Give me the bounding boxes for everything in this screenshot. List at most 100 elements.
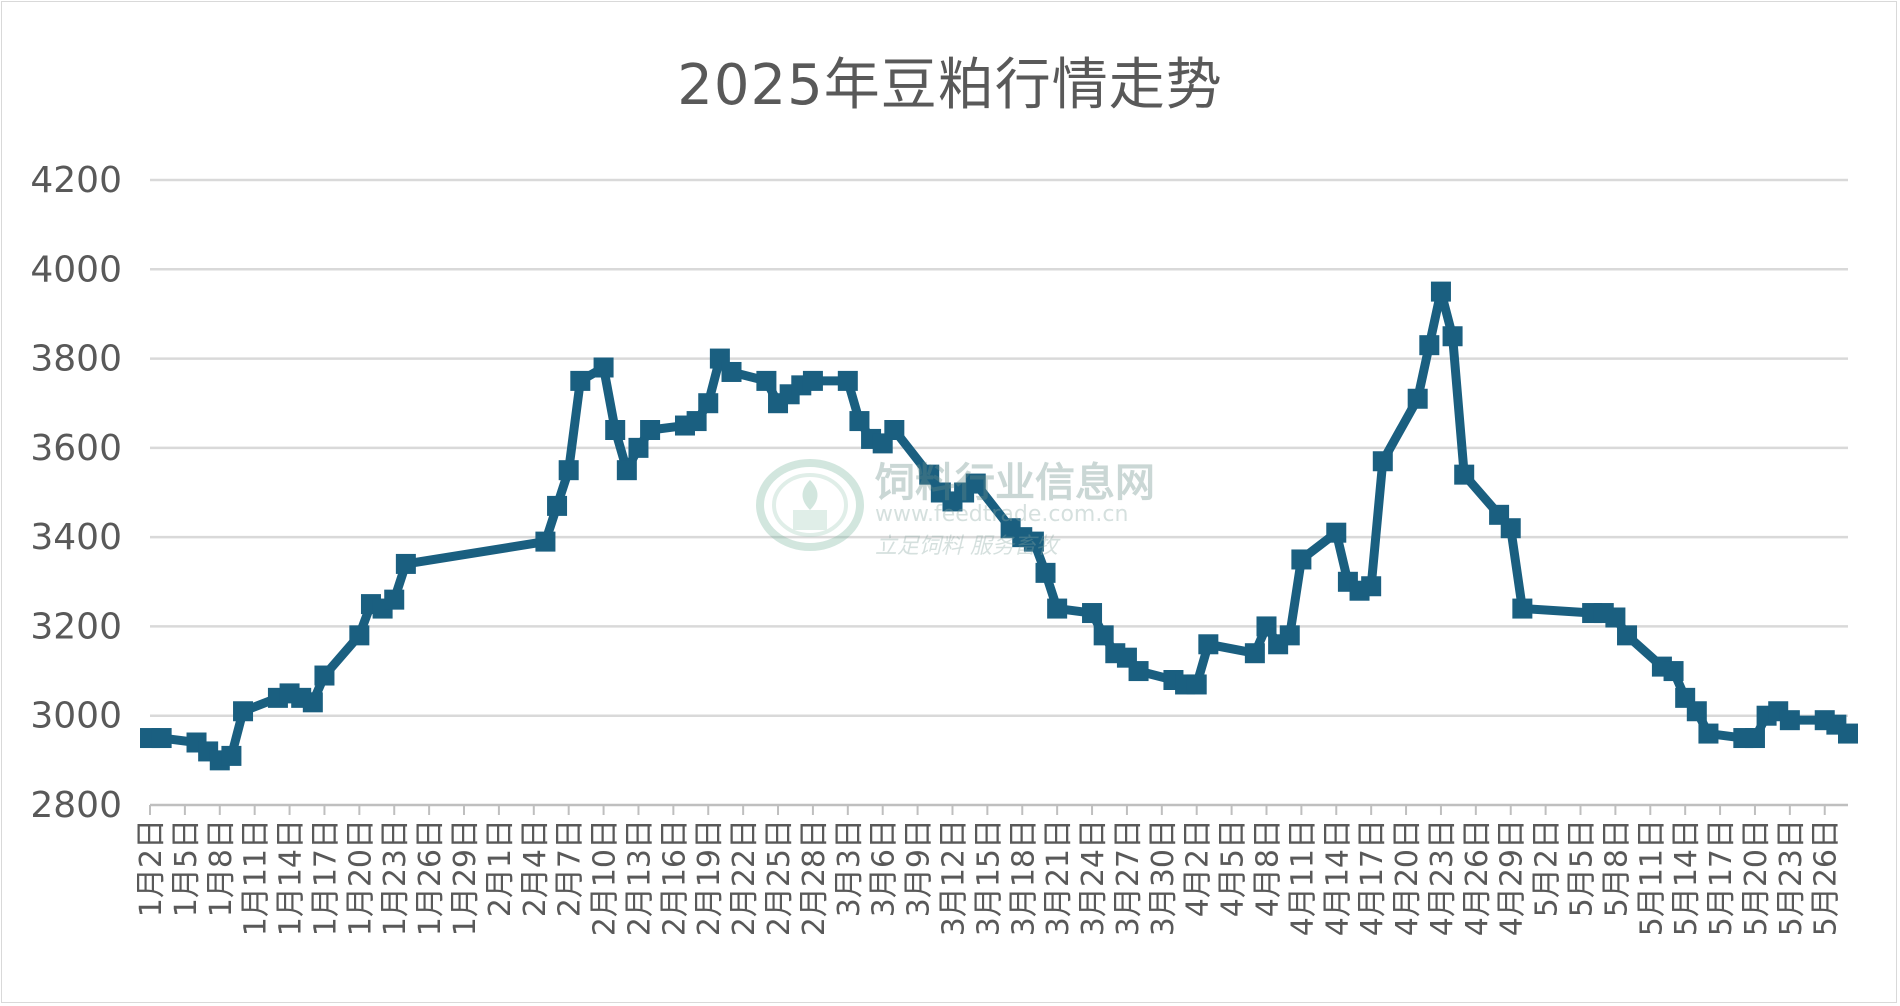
- data-point: [1291, 549, 1312, 570]
- data-point: [628, 437, 649, 458]
- x-tick-label: 1月5日: [169, 819, 204, 917]
- x-tick-label: 2月7日: [553, 819, 588, 917]
- data-point: [1744, 728, 1765, 749]
- data-point: [1686, 701, 1707, 722]
- data-point: [1082, 603, 1103, 624]
- watermark-logo-icon: [756, 459, 864, 551]
- data-point: [1372, 451, 1393, 472]
- x-tick-label: 2月1日: [483, 819, 518, 917]
- x-tick-label: 4月17日: [1355, 819, 1390, 936]
- data-point: [1326, 522, 1347, 543]
- y-tick-label: 4000: [30, 249, 122, 290]
- data-point: [616, 460, 637, 481]
- watermark-slogan: 立足饲料 服务畜牧: [875, 534, 1058, 559]
- gridlines: [150, 178, 1848, 807]
- x-tick-label: 4月26日: [1460, 819, 1495, 936]
- x-tick-label: 1月29日: [448, 819, 483, 936]
- x-tick-label: 1月2日: [134, 819, 169, 917]
- x-tick-label: 2月16日: [657, 819, 692, 936]
- x-tick-label: 4月23日: [1425, 819, 1460, 936]
- x-tick-label: 3月12日: [936, 819, 971, 936]
- x-tick-label: 1月14日: [274, 819, 309, 936]
- x-tick-label: 5月23日: [1774, 819, 1809, 936]
- y-tick-label: 3800: [30, 339, 122, 380]
- data-point: [1093, 625, 1114, 646]
- data-point: [547, 495, 568, 516]
- x-tick-label: 2月10日: [588, 819, 623, 936]
- data-point: [1198, 634, 1219, 655]
- data-point: [1407, 388, 1428, 409]
- data-point: [1361, 576, 1382, 597]
- data-point: [605, 420, 626, 440]
- data-point: [221, 745, 242, 766]
- y-tick-label: 4200: [30, 160, 122, 201]
- data-point: [593, 357, 614, 378]
- data-point: [1128, 661, 1149, 682]
- data-point: [884, 420, 905, 440]
- x-tick-label: 3月27日: [1111, 819, 1146, 936]
- x-tick-label: 3月9日: [902, 819, 937, 917]
- x-tick-label: 4月11日: [1285, 819, 1320, 936]
- data-point: [535, 531, 556, 552]
- x-tick-label: 4月20日: [1390, 819, 1425, 936]
- data-point: [151, 728, 172, 749]
- data-point: [1256, 616, 1277, 637]
- data-point: [1698, 723, 1719, 744]
- x-tick-label: 5月26日: [1809, 819, 1844, 936]
- x-tick-label: 5月2日: [1530, 819, 1565, 917]
- x-tick-label: 4月8日: [1250, 819, 1285, 917]
- data-point: [1442, 326, 1463, 347]
- data-point: [965, 473, 986, 494]
- x-tick-label: 2月13日: [622, 819, 657, 936]
- x-tick-label: 4月5日: [1216, 819, 1251, 917]
- x-tick-label: 2月19日: [692, 819, 727, 936]
- y-tick-label: 3000: [30, 696, 122, 737]
- data-point: [558, 460, 579, 481]
- data-point: [1047, 598, 1068, 619]
- data-point: [349, 625, 370, 646]
- x-tick-label: 5月11日: [1634, 819, 1669, 936]
- x-tick-label: 2月22日: [727, 819, 762, 936]
- watermark: 饲料行业信息网 www.feedtrade.com.cn 立足饲料 服务畜牧: [755, 450, 1155, 560]
- x-tick-label: 5月20日: [1739, 819, 1774, 936]
- data-point: [1035, 562, 1056, 583]
- data-point: [1838, 723, 1858, 744]
- data-point: [1430, 281, 1451, 302]
- data-point: [1186, 674, 1207, 695]
- x-tick-label: 2月28日: [797, 819, 832, 936]
- x-tick-label: 1月17日: [308, 819, 343, 936]
- chart-title: 2025年豆粕行情走势: [677, 53, 1223, 118]
- data-point: [302, 692, 323, 713]
- x-tick-label: 3月30日: [1146, 819, 1181, 936]
- x-tick-label: 5月5日: [1565, 819, 1600, 917]
- y-axis: 2800 3000 3200 3400 3600 3800 4000 4200: [30, 160, 122, 826]
- data-point: [1279, 625, 1300, 646]
- data-point: [849, 411, 870, 432]
- x-tick-label: 2月4日: [518, 819, 553, 917]
- data-point: [395, 553, 416, 574]
- data-point: [233, 701, 254, 722]
- x-tick-label: 3月24日: [1076, 819, 1111, 936]
- data-point: [721, 361, 742, 382]
- watermark-name: 饲料行业信息网: [875, 460, 1155, 506]
- x-tick-label: 5月14日: [1669, 819, 1704, 936]
- data-point: [384, 589, 405, 610]
- x-tick-label: 5月17日: [1704, 819, 1739, 936]
- data-point: [640, 420, 661, 440]
- data-point: [1605, 607, 1626, 628]
- x-tick-label: 1月8日: [204, 819, 239, 917]
- y-tick-label: 3600: [30, 428, 122, 469]
- data-point: [1500, 518, 1521, 539]
- data-point: [1779, 710, 1800, 731]
- x-tick-label: 1月20日: [343, 819, 378, 936]
- x-axis: 1月2日 1月5日 1月8日 1月11日 1月14日 1月17日 1月20日 1月23日 1月2…: [134, 805, 1844, 936]
- x-tick-label: 1月23日: [378, 819, 413, 936]
- x-tick-label: 3月15日: [971, 819, 1006, 936]
- data-point: [686, 411, 707, 432]
- data-point: [837, 370, 858, 391]
- data-point: [1454, 464, 1475, 485]
- data-point: [756, 370, 777, 391]
- x-tick-label: 4月2日: [1181, 819, 1216, 917]
- y-tick-label: 3200: [30, 606, 122, 647]
- watermark-url: www.feedtrade.com.cn: [875, 502, 1129, 527]
